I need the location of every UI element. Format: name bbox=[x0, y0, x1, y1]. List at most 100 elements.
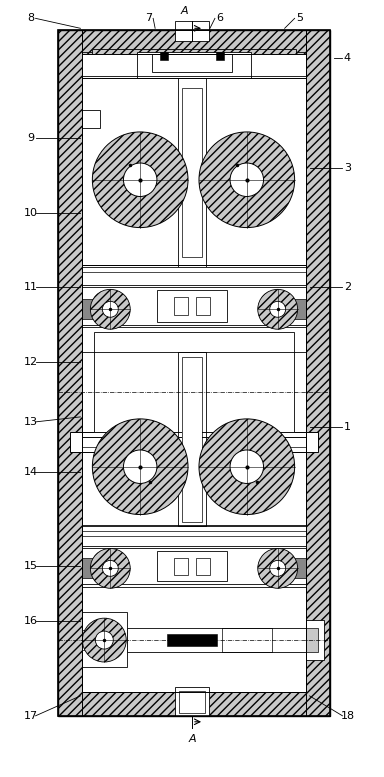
Text: 5: 5 bbox=[296, 13, 303, 23]
Bar bbox=[83, 559, 96, 578]
Bar bbox=[83, 267, 306, 273]
Text: 13: 13 bbox=[23, 417, 38, 427]
Bar bbox=[83, 524, 306, 549]
Text: 17: 17 bbox=[23, 711, 38, 721]
Bar bbox=[83, 352, 120, 527]
Bar bbox=[83, 54, 306, 692]
Text: 15: 15 bbox=[23, 561, 38, 571]
Bar bbox=[83, 76, 120, 267]
Bar bbox=[174, 298, 188, 315]
Bar bbox=[83, 630, 94, 650]
Text: 11: 11 bbox=[23, 282, 38, 292]
Text: 2: 2 bbox=[344, 282, 351, 292]
Bar bbox=[83, 612, 127, 667]
Circle shape bbox=[270, 560, 286, 577]
Bar bbox=[157, 312, 227, 322]
Bar bbox=[157, 571, 227, 581]
Bar bbox=[291, 559, 306, 578]
Bar bbox=[83, 110, 100, 128]
Bar bbox=[178, 352, 206, 527]
Text: 18: 18 bbox=[340, 711, 354, 721]
Circle shape bbox=[90, 549, 130, 588]
Bar bbox=[137, 52, 251, 78]
Bar bbox=[157, 291, 227, 322]
Bar bbox=[179, 691, 205, 713]
Circle shape bbox=[199, 132, 295, 228]
Text: 10: 10 bbox=[23, 207, 38, 218]
Circle shape bbox=[258, 549, 298, 588]
Circle shape bbox=[199, 419, 295, 514]
Bar bbox=[83, 612, 127, 667]
Circle shape bbox=[83, 618, 126, 662]
Bar bbox=[83, 266, 306, 287]
Bar bbox=[58, 30, 329, 716]
Text: 14: 14 bbox=[23, 467, 38, 477]
Bar bbox=[182, 88, 202, 257]
Bar bbox=[83, 327, 306, 437]
Bar bbox=[83, 587, 306, 692]
Text: 1: 1 bbox=[344, 422, 351, 432]
Bar bbox=[83, 630, 94, 650]
Bar bbox=[160, 52, 168, 60]
Text: 16: 16 bbox=[23, 616, 38, 626]
Bar bbox=[222, 628, 272, 652]
Bar bbox=[83, 52, 137, 78]
Circle shape bbox=[95, 631, 113, 649]
Bar bbox=[83, 587, 306, 692]
Text: 7: 7 bbox=[145, 13, 152, 23]
Circle shape bbox=[102, 301, 118, 317]
Bar bbox=[83, 437, 306, 447]
Bar bbox=[216, 52, 224, 60]
Circle shape bbox=[230, 450, 263, 483]
Bar bbox=[83, 531, 306, 536]
Bar bbox=[58, 30, 329, 716]
Text: 9: 9 bbox=[27, 133, 34, 143]
Circle shape bbox=[102, 560, 118, 577]
Bar bbox=[196, 298, 210, 315]
Text: A: A bbox=[180, 6, 188, 16]
Text: 6: 6 bbox=[217, 13, 223, 23]
Bar bbox=[268, 76, 306, 267]
Bar bbox=[182, 88, 202, 257]
Bar bbox=[174, 559, 188, 575]
Bar bbox=[83, 266, 306, 287]
Bar bbox=[167, 634, 217, 646]
Circle shape bbox=[123, 450, 157, 483]
Bar bbox=[83, 285, 306, 326]
Bar bbox=[83, 327, 306, 437]
Circle shape bbox=[93, 419, 188, 514]
Bar bbox=[175, 21, 209, 41]
Bar bbox=[178, 78, 206, 267]
Bar bbox=[178, 78, 206, 267]
Bar bbox=[83, 285, 306, 326]
Bar bbox=[291, 299, 306, 319]
Circle shape bbox=[270, 301, 286, 317]
Bar bbox=[306, 628, 318, 652]
Bar bbox=[179, 691, 205, 713]
Bar bbox=[306, 620, 324, 660]
Bar bbox=[182, 357, 202, 521]
Bar bbox=[268, 352, 306, 527]
Bar bbox=[182, 357, 202, 521]
Bar bbox=[70, 432, 318, 451]
Bar bbox=[83, 546, 306, 584]
Bar bbox=[152, 54, 232, 72]
Bar bbox=[83, 299, 96, 319]
Circle shape bbox=[93, 132, 188, 228]
Bar bbox=[83, 30, 306, 54]
Text: 4: 4 bbox=[344, 53, 351, 63]
Bar bbox=[127, 628, 306, 652]
Bar bbox=[83, 546, 306, 584]
Bar bbox=[58, 30, 329, 716]
Bar bbox=[83, 352, 306, 527]
Circle shape bbox=[230, 163, 263, 197]
Text: 8: 8 bbox=[27, 13, 34, 23]
Bar bbox=[83, 524, 306, 549]
Bar bbox=[83, 110, 100, 128]
Bar bbox=[157, 552, 227, 581]
Circle shape bbox=[258, 289, 298, 329]
Bar bbox=[222, 628, 272, 652]
Bar bbox=[178, 352, 206, 527]
Circle shape bbox=[90, 289, 130, 329]
Text: 12: 12 bbox=[23, 357, 38, 367]
